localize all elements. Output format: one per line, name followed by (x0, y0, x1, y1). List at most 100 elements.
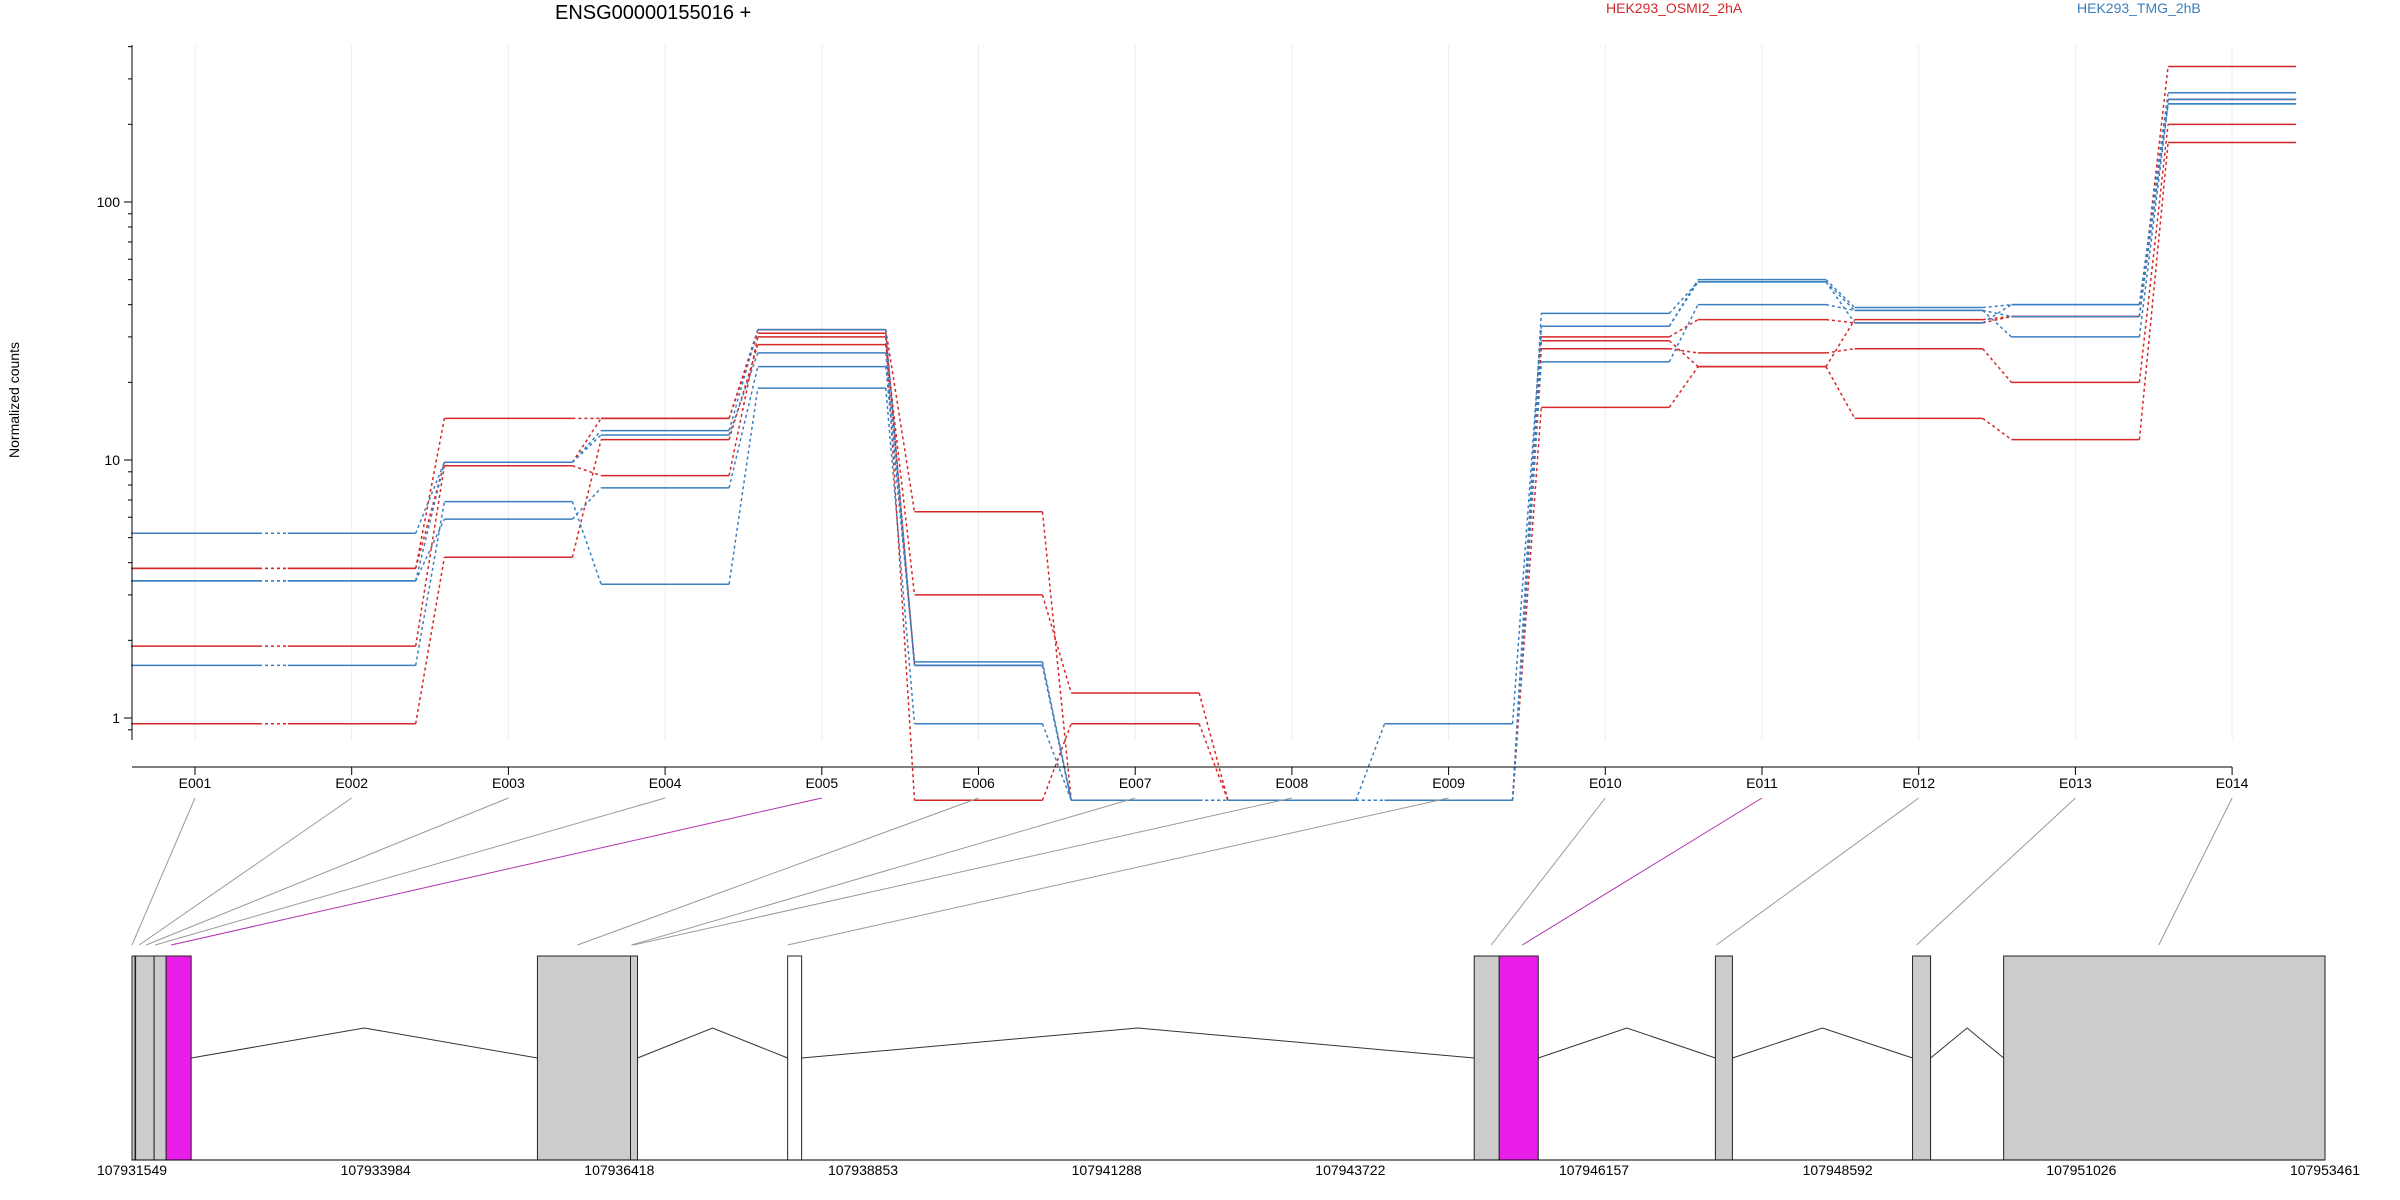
series-1-connector-10 (1825, 318, 1855, 324)
gene-model: 107931549 107933984 107936418 107938853 1079… (97, 955, 2360, 1178)
series-5 (131, 103, 2297, 801)
coordinate-tick-label-2: 107936418 (584, 1162, 654, 1178)
series-6-connector-9 (1668, 281, 1699, 314)
series-7-connector-2 (571, 430, 602, 463)
series-2-connector-9 (1668, 366, 1699, 408)
series-7-connector-4 (885, 329, 916, 666)
series-7 (131, 98, 2297, 801)
series-4-connector-1 (415, 461, 446, 534)
series-0-connector-11 (1982, 348, 2012, 383)
series-7-connector-1 (414, 462, 446, 582)
series-7-connector-10 (1825, 281, 1856, 324)
legend-entry-tmg: HEK293_TMG_2hB (2077, 0, 2201, 16)
connector-e007 (631, 797, 1136, 946)
series-1-connector-2 (571, 439, 602, 558)
series-6-connector-11 (1982, 309, 2012, 338)
series-5-connector-8 (1511, 361, 1543, 801)
series-6-connector-10 (1825, 281, 1856, 311)
exon-11 (2003, 955, 2326, 1161)
series-4-connector-7 (1355, 723, 1386, 801)
coordinate-tick-label-5: 107943722 (1315, 1162, 1385, 1178)
connector-e010 (1490, 797, 1606, 946)
series-5-connector-4 (885, 388, 916, 724)
intron-5 (637, 1027, 788, 1059)
series-2-connector-4 (885, 329, 916, 512)
axes: 1 10 100 E001 E002 E003 E004 E005 E006 E007 E008 E0… (97, 45, 2249, 791)
series-6-connector-12 (2138, 103, 2169, 337)
intron-8 (1538, 1027, 1716, 1059)
series-0-connector-5 (1041, 723, 1072, 801)
series-7-connector-8 (1511, 326, 1543, 801)
series-5-connector-12 (2138, 103, 2169, 317)
connector-e008 (633, 797, 1293, 946)
connector-e011 (1521, 797, 1763, 946)
grid-lines (194, 45, 2233, 740)
series-4-connector-10 (1825, 279, 1856, 309)
series-2-connector-5 (1041, 511, 1072, 801)
series-0-connector-6 (1198, 723, 1229, 801)
x-tick-label-e001: E001 (179, 775, 212, 791)
series-4-connector-4 (885, 352, 916, 666)
series-3-connector-3 (728, 332, 759, 419)
series-2-connector-12 (2138, 142, 2169, 440)
exon-3 (165, 955, 192, 1161)
x-tick-label-e005: E005 (805, 775, 838, 791)
y-tick-label-10: 10 (104, 452, 120, 468)
series-6 (131, 103, 2297, 801)
intron-6 (801, 1027, 1475, 1059)
series-2-connector-11 (1982, 417, 2012, 441)
series-2 (131, 141, 2297, 801)
series-0-connector-4 (885, 336, 916, 801)
series-0-connector-9 (1669, 347, 1699, 354)
series-5-connector-5 (1041, 723, 1072, 801)
series-3-connector-11 (1982, 315, 2012, 321)
x-tick-label-e003: E003 (492, 775, 525, 791)
connector-e012 (1716, 797, 1919, 946)
exon-2 (153, 955, 167, 1161)
exon-6 (787, 955, 803, 1161)
x-tick-label-e013: E013 (2059, 775, 2092, 791)
series-4-connector-2 (571, 434, 602, 463)
coordinate-tick-label-1: 107933984 (341, 1162, 411, 1178)
x-tick-label-e011: E011 (1746, 775, 1778, 791)
series-0-connector-2 (572, 465, 602, 477)
connector-e005 (171, 797, 822, 946)
chart-title: ENSG00000155016 + (555, 2, 752, 24)
intron-3 (191, 1027, 538, 1059)
series-1 (131, 98, 2297, 801)
coordinate-tick-label-0: 107931549 (97, 1162, 167, 1178)
series-5-connector-2 (571, 501, 602, 585)
x-tick-label-e014: E014 (2216, 775, 2249, 791)
series-1-connector-1 (414, 557, 446, 724)
exon-8 (1498, 955, 1539, 1161)
series-5-connector-10 (1825, 303, 1855, 312)
coordinate-tick-label-9: 107953461 (2290, 1162, 2360, 1178)
exon-connectors (131, 797, 2233, 946)
series-1-connector-8 (1511, 336, 1543, 801)
exon-7 (1473, 955, 1500, 1161)
series-4-connector-11 (1982, 303, 2012, 309)
y-tick-label-1: 1 (112, 710, 120, 726)
legend-entry-osmi2: HEK293_OSMI2_2hA (1606, 0, 1743, 16)
x-tick-label-e004: E004 (649, 775, 682, 791)
x-tick-label-e012: E012 (1902, 775, 1935, 791)
series-3-connector-2 (571, 417, 602, 463)
x-tick-label-e007: E007 (1119, 775, 1152, 791)
series-0-connector-10 (1825, 347, 1855, 354)
series-4 (131, 92, 2297, 801)
connector-e002 (138, 797, 352, 946)
x-tick-label-e010: E010 (1589, 775, 1622, 791)
coordinate-tick-label-6: 107946157 (1559, 1162, 1629, 1178)
series-2-connector-8 (1511, 407, 1543, 801)
series-1-connector-3 (728, 344, 759, 440)
series-3-connector-9 (1668, 340, 1699, 368)
intron-10 (1930, 1027, 2004, 1059)
series-3-connector-10 (1825, 319, 1856, 368)
intron-9 (1732, 1027, 1913, 1059)
connector-e004 (154, 797, 666, 946)
series-5-connector-11 (1982, 309, 2012, 318)
series-0-connector-1 (414, 465, 446, 647)
series-7-connector-12 (2138, 99, 2169, 305)
x-tick-label-e008: E008 (1276, 775, 1309, 791)
